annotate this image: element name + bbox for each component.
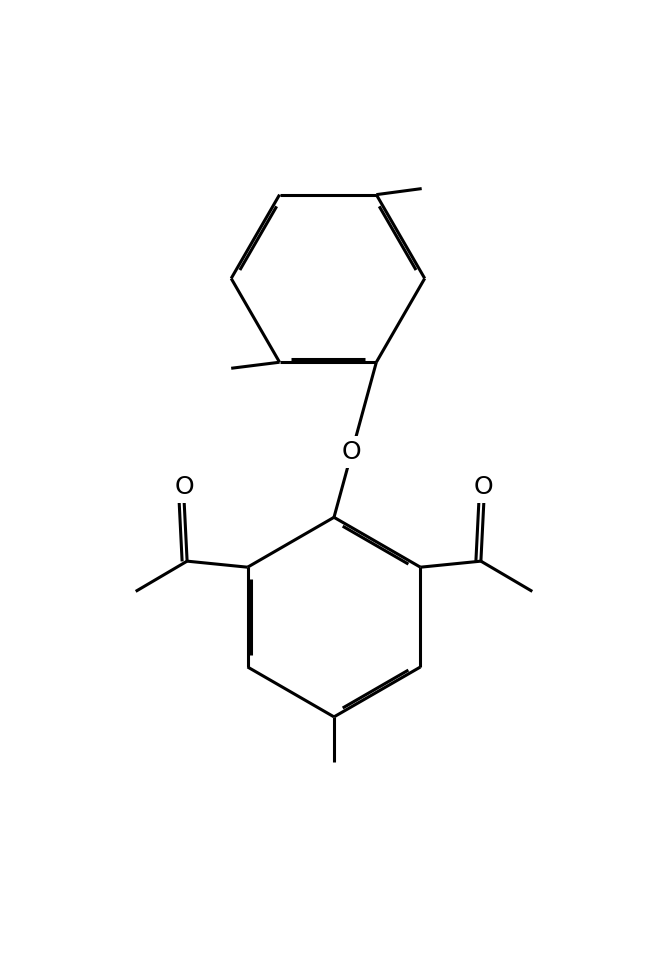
Text: O: O [174, 475, 194, 499]
Text: O: O [474, 475, 494, 499]
Text: O: O [342, 440, 361, 465]
